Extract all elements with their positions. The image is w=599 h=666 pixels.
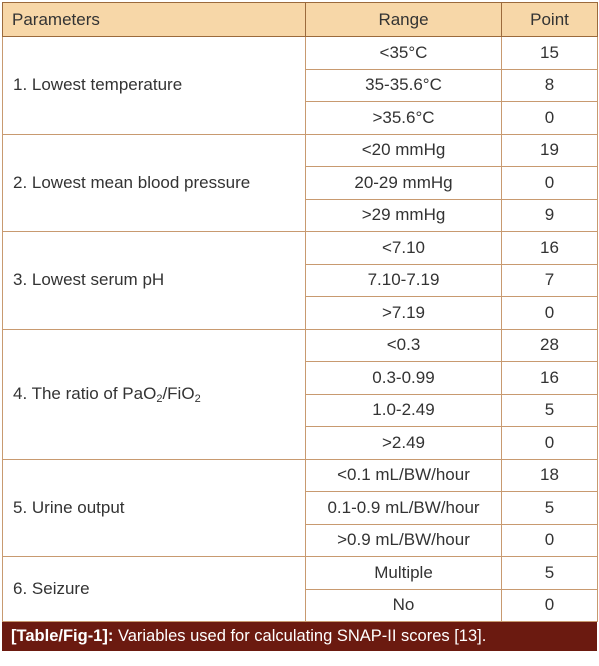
parameter-urine-output: 5. Urine output: [2, 458, 306, 557]
header-point: Point: [501, 2, 598, 37]
subscript: 2: [194, 393, 201, 405]
range-cell: <0.1 mL/BW/hour: [305, 458, 502, 492]
range-cell: Multiple: [305, 556, 502, 590]
table-row: 7.10-7.19 7: [3, 263, 598, 297]
range-cell: >35.6°C: [305, 101, 502, 135]
table-row: >2.49 0: [3, 426, 598, 460]
range-cell: >7.19: [305, 296, 502, 330]
point-cell: 28: [501, 328, 598, 362]
range-cell: <35°C: [305, 36, 502, 70]
range-cell: 0.3-0.99: [305, 361, 502, 395]
figure-caption: [Table/Fig-1]: Variables used for calcul…: [2, 622, 597, 651]
caption-label: [Table/Fig-1]:: [11, 627, 114, 645]
table-row: 6. Seizure Multiple 5: [2, 556, 598, 622]
range-cell: 7.10-7.19: [305, 263, 502, 297]
header-parameters: Parameters: [2, 2, 306, 37]
parameter-lowest-mean-blood-pressure: 2. Lowest mean blood pressure: [2, 133, 306, 232]
caption-text: Variables used for calculating SNAP-II s…: [113, 627, 487, 645]
point-cell: 15: [501, 36, 598, 70]
range-cell: No: [305, 588, 502, 622]
point-cell: 5: [501, 491, 598, 525]
parameter-pao2-fio2-ratio: 4. The ratio of PaO2/FiO2: [2, 328, 306, 460]
point-cell: 8: [501, 68, 598, 102]
range-cell: >29 mmHg: [305, 198, 502, 232]
point-cell: 5: [501, 556, 598, 590]
parameter-label-part: /FiO: [162, 384, 195, 403]
range-cell: <0.3: [305, 328, 502, 362]
header-row: Parameters Range Point: [2, 2, 598, 37]
range-cell: <7.10: [305, 231, 502, 265]
point-cell: 5: [501, 393, 598, 427]
point-cell: 0: [501, 588, 598, 622]
header-range: Range: [305, 2, 502, 37]
table-row: 1. Lowest temperature <35°C 15: [2, 36, 598, 135]
point-cell: 0: [501, 166, 598, 200]
range-cell: >2.49: [305, 426, 502, 460]
snap-ii-table: Parameters Range Point 1. Lowest tempera…: [2, 2, 598, 622]
point-cell: 16: [501, 231, 598, 265]
range-cell: 20-29 mmHg: [305, 166, 502, 200]
subscript: 2: [156, 393, 163, 405]
table-row: 1.0-2.49 5: [3, 393, 598, 427]
point-cell: 19: [501, 133, 598, 167]
table-row: 4. The ratio of PaO2/FiO2 <0.3 28: [2, 328, 598, 460]
table-row: 2. Lowest mean blood pressure <20 mmHg 1…: [2, 133, 598, 232]
point-cell: 0: [501, 101, 598, 135]
table-row: 0.3-0.99 16: [3, 361, 598, 395]
range-cell: 0.1-0.9 mL/BW/hour: [305, 491, 502, 525]
table-row: 3. Lowest serum pH <7.10 16: [2, 231, 598, 330]
range-cell: 1.0-2.49: [305, 393, 502, 427]
point-cell: 0: [501, 523, 598, 557]
point-cell: 0: [501, 426, 598, 460]
point-cell: 16: [501, 361, 598, 395]
table-row: 5. Urine output <0.1 mL/BW/hour 18: [2, 458, 598, 557]
table-row: >0.9 mL/BW/hour 0: [3, 523, 598, 557]
parameter-seizure: 6. Seizure: [2, 556, 306, 622]
range-cell: >0.9 mL/BW/hour: [305, 523, 502, 557]
point-cell: 7: [501, 263, 598, 297]
point-cell: 0: [501, 296, 598, 330]
point-cell: 18: [501, 458, 598, 492]
table-row: No 0: [3, 588, 598, 622]
table-row: 20-29 mmHg 0: [3, 166, 598, 200]
parameter-lowest-temperature: 1. Lowest temperature: [2, 36, 306, 135]
point-cell: 9: [501, 198, 598, 232]
range-cell: <20 mmHg: [305, 133, 502, 167]
table-row: 35-35.6°C 8: [3, 68, 598, 102]
parameter-label-part: 4. The ratio of PaO: [13, 384, 157, 403]
parameter-lowest-serum-ph: 3. Lowest serum pH: [2, 231, 306, 330]
range-cell: 35-35.6°C: [305, 68, 502, 102]
table-row: 0.1-0.9 mL/BW/hour 5: [3, 491, 598, 525]
